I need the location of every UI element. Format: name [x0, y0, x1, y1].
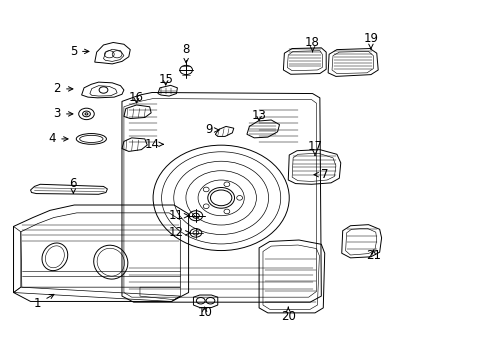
Text: 11: 11 [168, 209, 189, 222]
Text: 9: 9 [205, 123, 219, 136]
Text: 15: 15 [158, 73, 173, 86]
Text: 20: 20 [280, 307, 295, 323]
Text: 19: 19 [363, 32, 378, 49]
Text: 1: 1 [34, 294, 54, 310]
Text: 17: 17 [307, 140, 322, 156]
Text: 21: 21 [365, 248, 380, 261]
Text: 12: 12 [168, 226, 190, 239]
Text: 5: 5 [69, 45, 89, 58]
Text: 18: 18 [305, 36, 319, 52]
Text: 8: 8 [182, 43, 189, 63]
Text: 3: 3 [54, 107, 73, 120]
Text: 16: 16 [129, 91, 144, 104]
Text: 4: 4 [49, 132, 68, 145]
Text: 10: 10 [197, 306, 212, 319]
Text: 2: 2 [54, 82, 73, 95]
Text: 13: 13 [251, 109, 266, 122]
Text: 6: 6 [69, 177, 77, 193]
Text: 7: 7 [313, 168, 328, 181]
Text: 14: 14 [144, 138, 163, 151]
